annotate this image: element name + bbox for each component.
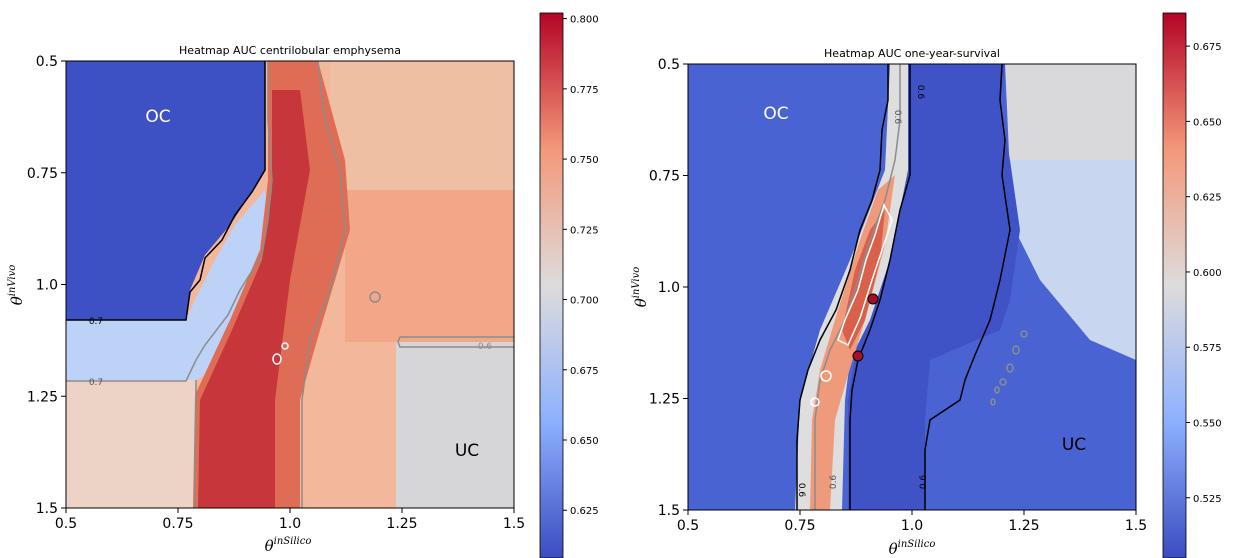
y-tick-label: 0.5	[658, 57, 680, 73]
heatmap-region-uc-mid	[1010, 160, 1136, 360]
x-tick-label: 1.25	[1008, 518, 1039, 534]
contour-level-label: 0.6	[892, 110, 902, 125]
contour-white-blob	[272, 353, 282, 365]
colorbar-tick-label: 0.625	[570, 506, 599, 517]
y-tick-label: 1.0	[36, 278, 58, 294]
heatmap-region-right-upper	[330, 61, 514, 191]
heatmap-region-diagonal-core	[842, 210, 885, 350]
chart-title: Heatmap AUC one-year-survival	[824, 47, 1000, 60]
x-axis: 0.5 0.75 1.0 1.25 1.5	[677, 510, 1147, 534]
y-tick-label: 1.5	[658, 503, 680, 519]
contour-dark-blob	[867, 293, 879, 305]
contour-gray-left	[66, 61, 273, 382]
colorbar-tick-label: 0.675	[570, 366, 599, 377]
x-axis-label: θinSilico	[889, 539, 936, 558]
contour-white-blob	[281, 342, 289, 350]
colorbar-tick-label: 0.800	[570, 15, 599, 26]
heatmap-panel-centrilobular: Heatmap AUC centrilobular emphysema	[7, 12, 599, 558]
region-label-oc: OC	[145, 107, 170, 127]
colorbar-tick-label: 0.625	[1193, 193, 1222, 204]
contour-lines: 0.7 0.7 0.6	[66, 61, 514, 508]
y-axis: 0.5 0.75 1.0 1.25 1.5	[27, 54, 66, 517]
contour-level-label: 0.7	[89, 378, 103, 388]
contour-level-label: 0.6	[478, 342, 493, 352]
contour-gray-blob	[369, 291, 381, 303]
y-tick-label: 1.25	[649, 392, 680, 408]
heatmap-region-uc	[396, 342, 514, 508]
heatmap-region-lightblue	[66, 190, 275, 380]
colorbar-tick-label: 0.600	[1193, 268, 1222, 279]
y-axis-label: θinVivo	[7, 265, 26, 306]
colorbar-ticks: 0.525 0.550 0.575 0.600 0.625 0.650 0.675	[1186, 42, 1222, 505]
x-tick-label: 1.5	[503, 516, 525, 532]
contour-level-label: 0.6	[796, 483, 806, 498]
contour-level-label: 0.6	[915, 85, 925, 100]
colorbar-tick-label: 0.775	[570, 85, 599, 96]
x-axis: 0.5 0.75 1.0 1.25 1.5	[55, 508, 525, 532]
region-label-uc: UC	[1062, 435, 1086, 455]
contour-black	[796, 64, 889, 510]
heatmap-region-diagonal-core	[198, 90, 310, 508]
y-tick-label: 0.75	[649, 169, 680, 185]
contour-gray-strip	[397, 336, 514, 348]
heatmap-panel-survival: Heatmap AUC one-year-survival	[631, 12, 1222, 558]
contour-lines: 0.6 0.6 0.6 0.6 0.6	[796, 64, 1028, 510]
colorbar-tick-label: 0.650	[570, 436, 599, 447]
colorbar-tick-label: 0.750	[570, 155, 599, 166]
y-tick-label: 1.25	[27, 389, 58, 405]
contour-level-label: 0.6	[919, 475, 929, 490]
contour-gray-right	[301, 61, 346, 508]
region-label-oc: OC	[763, 104, 788, 124]
contour-black	[66, 61, 266, 321]
colorbar-tick-label: 0.725	[570, 225, 599, 236]
region-label-uc: UC	[455, 441, 479, 461]
x-tick-label: 1.0	[901, 518, 923, 534]
x-tick-label: 0.5	[677, 518, 699, 534]
x-tick-label: 1.0	[279, 516, 301, 532]
contour-gray-bottomleft	[194, 379, 197, 508]
contour-black	[849, 64, 911, 510]
contour-level-label: 0.7	[89, 317, 103, 327]
contour-gray-dots	[990, 330, 1028, 406]
heatmap-region-bottom-left	[66, 378, 196, 508]
y-axis: 0.5 0.75 1.0 1.25 1.5	[649, 57, 688, 519]
heatmap-region-middle-blue	[848, 64, 1020, 510]
x-tick-label: 1.25	[386, 516, 417, 532]
colorbar-ticks: 0.625 0.650 0.675 0.700 0.725 0.750 0.775 0.800	[563, 15, 599, 517]
contour-black	[924, 64, 1011, 510]
colorbar-tick-label: 0.575	[1193, 343, 1222, 354]
colorbar-tick-label: 0.700	[570, 296, 599, 307]
y-tick-label: 1.0	[658, 280, 680, 296]
colorbar	[539, 12, 564, 558]
x-tick-label: 0.75	[784, 518, 815, 534]
contour-white	[837, 203, 893, 347]
contour-white-blob	[820, 370, 832, 382]
y-tick-label: 0.75	[27, 166, 58, 182]
contour-white-blob	[810, 397, 820, 407]
chart-title: Heatmap AUC centrilobular emphysema	[179, 44, 401, 57]
contour-dark-blob	[852, 350, 864, 362]
y-axis-label: θinVivo	[631, 267, 650, 308]
heatmap-region-oc	[66, 61, 265, 320]
y-tick-label: 0.5	[36, 54, 58, 70]
x-tick-label: 0.75	[162, 516, 193, 532]
colorbar	[1162, 12, 1187, 558]
colorbar-tick-label: 0.675	[1193, 42, 1222, 53]
heatmap-region-right-lower	[345, 190, 514, 342]
x-tick-label: 0.5	[55, 516, 77, 532]
contour-level-label: 0.6	[829, 475, 839, 490]
x-axis-label: θinSilico	[265, 536, 312, 555]
colorbar-tick-label: 0.650	[1193, 117, 1222, 128]
contour-gray	[814, 64, 901, 510]
y-tick-label: 1.5	[36, 501, 58, 517]
colorbar-tick-label: 0.525	[1193, 494, 1222, 505]
x-tick-label: 1.5	[1125, 518, 1147, 534]
colorbar-tick-label: 0.550	[1193, 419, 1222, 430]
